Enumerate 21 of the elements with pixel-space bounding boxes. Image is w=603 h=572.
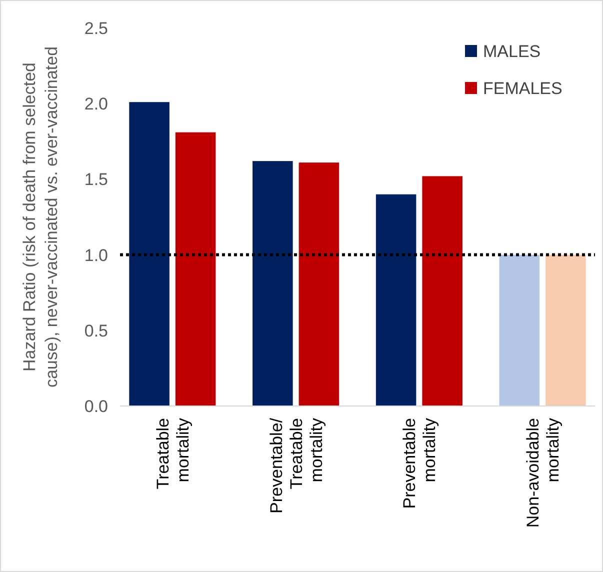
legend-label: MALES bbox=[483, 42, 541, 61]
x-tick-label: Preventable mortality bbox=[400, 418, 440, 509]
bar bbox=[298, 162, 340, 406]
bar bbox=[252, 161, 293, 406]
y-axis-title: Hazard Ratio (risk of death from selected cause), never-vaccinated vs. ever-vaccinated bbox=[20, 46, 61, 388]
x-tick-label: Non-avoidable mortality bbox=[524, 418, 563, 528]
y-tick-label: 2.0 bbox=[84, 94, 108, 114]
y-tick-label: 1.5 bbox=[84, 170, 108, 190]
y-tick-label: 0.5 bbox=[84, 321, 108, 340]
bar bbox=[546, 254, 586, 406]
bar bbox=[376, 194, 416, 406]
legend-label: FEMALES bbox=[483, 78, 562, 98]
y-tick-label: 2.5 bbox=[84, 18, 108, 38]
bar bbox=[129, 102, 170, 406]
y-tick-label: 1.0 bbox=[84, 246, 108, 265]
y-tick-label: 0.0 bbox=[84, 396, 108, 416]
bar bbox=[175, 132, 216, 406]
x-tick-label: Preventable/ Treatable mortality bbox=[266, 418, 326, 514]
bar bbox=[499, 254, 540, 406]
bar bbox=[422, 176, 462, 406]
x-tick-label: Treatable mortality bbox=[153, 418, 192, 490]
